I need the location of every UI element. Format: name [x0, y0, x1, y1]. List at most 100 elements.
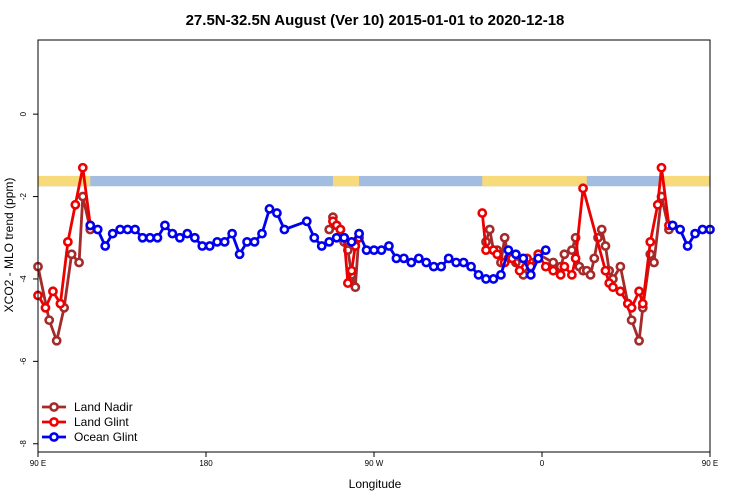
y-tick-label-2: -4 — [19, 275, 28, 283]
point-ocean-glint-47 — [451, 257, 462, 268]
point-ocean-glint-25 — [272, 208, 282, 218]
y-tick-label-1: -2 — [19, 192, 28, 200]
series-line-land-glint-0 — [36, 166, 92, 310]
point-land-nadir-30 — [559, 249, 570, 260]
land-ocean-strip — [38, 175, 710, 187]
point-land-nadir-28 — [548, 257, 559, 268]
x-axis-label: Longitude — [349, 477, 402, 491]
point-ocean-glint-32 — [339, 232, 350, 243]
point-ocean-glint-10 — [160, 220, 170, 231]
point-ocean-glint-4 — [115, 224, 126, 235]
point-land-nadir-39 — [596, 224, 607, 235]
strip-land-1 — [332, 175, 360, 187]
legend-marker-ocean-glint — [49, 432, 59, 442]
point-ocean-glint-15 — [197, 241, 208, 251]
point-ocean-glint-64 — [697, 224, 708, 235]
point-ocean-glint-22 — [249, 236, 260, 247]
point-ocean-glint-29 — [316, 241, 327, 251]
point-ocean-glint-49 — [466, 261, 476, 272]
point-land-glint-2 — [48, 286, 58, 297]
y-tick-label-0: 0 — [19, 111, 28, 116]
point-land-glint-42 — [652, 199, 663, 210]
point-ocean-glint-30 — [324, 236, 335, 247]
point-ocean-glint-63 — [690, 228, 700, 239]
point-ocean-glint-55 — [510, 249, 521, 260]
point-ocean-glint-13 — [182, 228, 193, 239]
point-land-nadir-8 — [324, 224, 335, 235]
strip-ocean — [38, 175, 710, 187]
point-ocean-glint-62 — [682, 241, 693, 251]
point-ocean-glint-6 — [130, 224, 140, 235]
point-ocean-glint-23 — [257, 228, 267, 239]
point-ocean-glint-61 — [675, 224, 686, 235]
point-ocean-glint-46 — [443, 253, 454, 264]
point-ocean-glint-2 — [100, 241, 111, 251]
point-land-nadir-5 — [74, 257, 84, 268]
point-ocean-glint-59 — [540, 245, 551, 256]
point-ocean-glint-45 — [436, 261, 447, 272]
point-ocean-glint-1 — [92, 224, 103, 235]
plot-frame — [37, 39, 711, 453]
point-land-glint-4 — [62, 236, 73, 247]
x-axis-ticks: 90 E 180 90 W 0 90 E — [30, 452, 718, 468]
legend-marker-land-glint — [49, 417, 59, 427]
point-land-glint-28 — [555, 269, 566, 280]
point-ocean-glint-54 — [503, 245, 514, 256]
chart-title: 27.5N-32.5N August (Ver 10) 2015-01-01 t… — [186, 12, 565, 29]
point-ocean-glint-5 — [122, 224, 133, 235]
point-land-glint-43 — [656, 162, 667, 173]
x-tick-label-0: 90 E — [30, 459, 46, 468]
point-land-nadir-49 — [649, 257, 659, 268]
point-land-glint-39 — [634, 286, 644, 297]
point-ocean-glint-0 — [85, 220, 96, 231]
point-land-nadir-43 — [615, 261, 626, 272]
legend-marker-land-nadir — [49, 402, 59, 412]
point-ocean-glint-3 — [107, 228, 118, 239]
legend-label-land-nadir: Land Nadir — [74, 400, 133, 414]
point-ocean-glint-33 — [346, 236, 357, 247]
point-ocean-glint-7 — [137, 232, 148, 243]
point-ocean-glint-40 — [398, 253, 409, 264]
point-land-nadir-2 — [51, 335, 62, 346]
strip-land-3 — [661, 175, 710, 187]
point-land-glint-22 — [514, 265, 525, 276]
point-ocean-glint-43 — [421, 257, 432, 268]
legend-item-ocean-glint: Ocean Glint — [42, 430, 138, 444]
point-land-nadir-45 — [626, 315, 637, 326]
y-axis-ticks: 0 -2 -4 -6 -8 — [19, 111, 38, 447]
point-ocean-glint-41 — [406, 257, 417, 268]
point-land-nadir-18 — [484, 224, 495, 235]
point-land-glint-31 — [570, 253, 581, 264]
point-land-nadir-36 — [585, 269, 596, 280]
point-ocean-glint-58 — [533, 253, 544, 264]
point-ocean-glint-37 — [376, 245, 387, 256]
point-land-glint-40 — [637, 298, 648, 309]
point-land-glint-12 — [342, 278, 353, 288]
x-tick-label-3: 0 — [540, 459, 545, 468]
x-tick-label-4: 90 E — [702, 459, 718, 468]
legend-label-land-glint: Land Glint — [74, 415, 129, 429]
y-axis-label: XCO2 - MLO trend (ppm) — [2, 178, 16, 313]
point-land-glint-32 — [578, 183, 588, 194]
strip-land-2 — [482, 175, 587, 187]
point-land-glint-17 — [481, 245, 491, 256]
point-ocean-glint-50 — [473, 269, 484, 280]
point-ocean-glint-36 — [369, 245, 379, 256]
point-land-glint-16 — [477, 208, 488, 218]
point-ocean-glint-28 — [309, 232, 320, 243]
point-ocean-glint-53 — [496, 269, 506, 280]
point-land-glint-30 — [566, 269, 577, 280]
point-ocean-glint-60 — [667, 220, 678, 231]
point-land-nadir-1 — [44, 315, 55, 326]
point-land-glint-13 — [346, 265, 357, 276]
point-ocean-glint-24 — [264, 204, 275, 214]
point-land-glint-35 — [608, 282, 618, 293]
point-land-glint-1 — [40, 302, 51, 313]
y-tick-label-4: -8 — [19, 440, 28, 448]
legend-label-ocean-glint: Ocean Glint — [74, 430, 138, 444]
point-land-nadir-37 — [589, 253, 600, 264]
point-ocean-glint-52 — [488, 274, 499, 284]
point-land-glint-5 — [70, 199, 81, 210]
